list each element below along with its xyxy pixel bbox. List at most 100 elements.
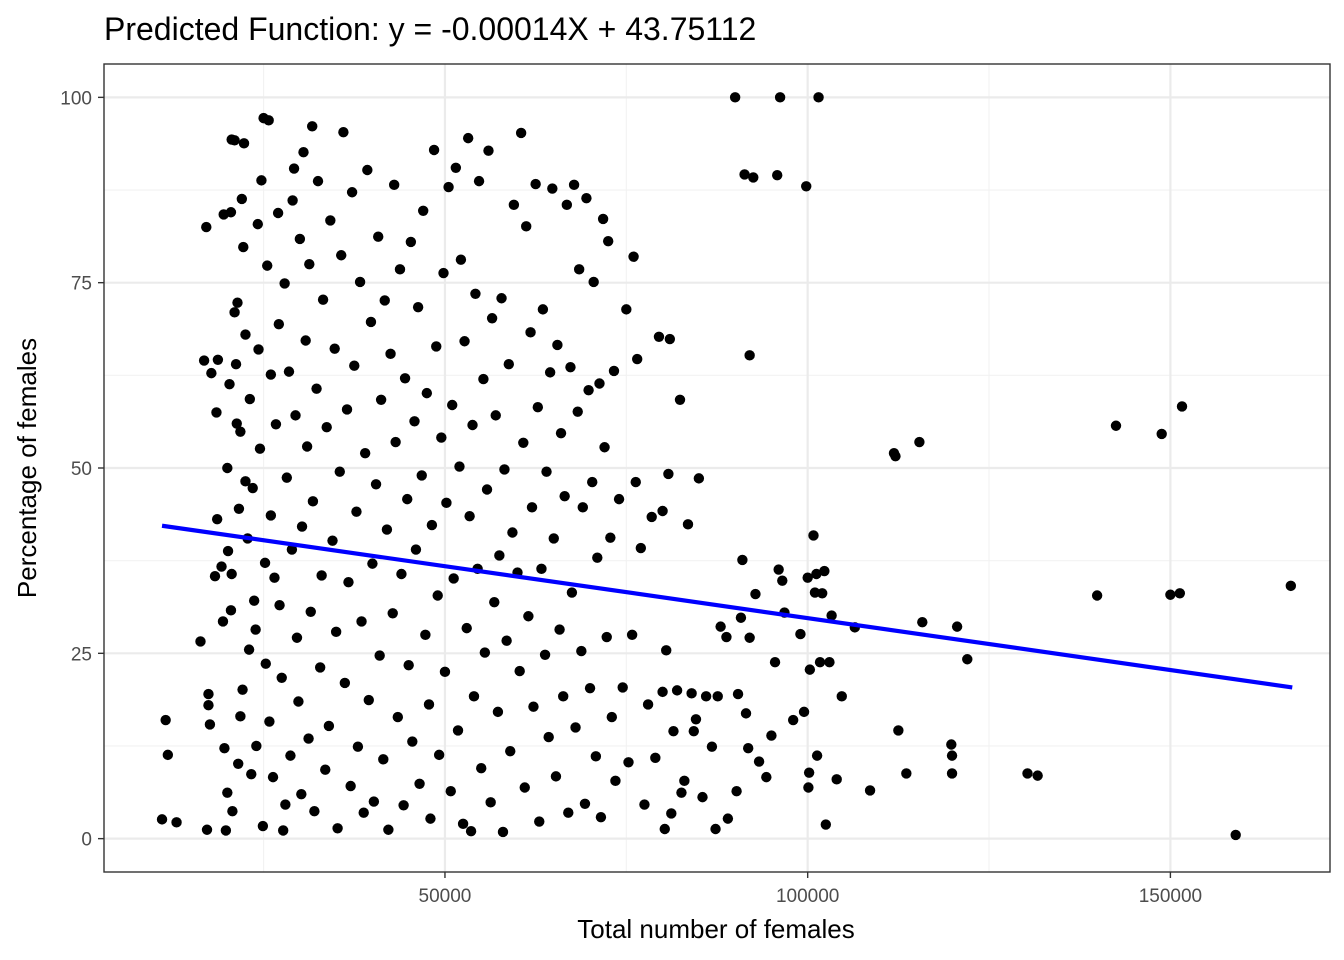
- data-point: [605, 532, 616, 543]
- data-point: [410, 544, 422, 555]
- data-point: [563, 807, 574, 818]
- data-point: [281, 472, 293, 483]
- data-point: [478, 373, 489, 385]
- data-point: [668, 725, 679, 737]
- data-point: [455, 254, 467, 265]
- data-point: [572, 406, 583, 417]
- data-point: [296, 521, 308, 532]
- data-point: [801, 181, 812, 192]
- data-point: [813, 92, 824, 103]
- data-point: [688, 725, 699, 737]
- data-point: [365, 316, 377, 328]
- data-point: [890, 450, 901, 462]
- data-point: [317, 294, 329, 305]
- data-point: [288, 163, 300, 174]
- data-point: [354, 276, 366, 288]
- data-point: [766, 730, 777, 741]
- data-point: [267, 771, 279, 783]
- data-point: [748, 172, 759, 183]
- data-point: [632, 353, 643, 365]
- data-point: [508, 199, 520, 211]
- data-point: [270, 419, 282, 430]
- x-tick-label: 50000: [419, 886, 472, 907]
- data-point: [438, 267, 449, 279]
- data-point: [374, 650, 385, 661]
- data-point: [587, 476, 598, 488]
- data-point: [307, 121, 318, 132]
- data-point: [443, 181, 454, 193]
- data-point: [706, 741, 718, 752]
- data-point: [388, 179, 400, 191]
- data-point: [773, 564, 784, 575]
- data-point: [1165, 589, 1176, 600]
- data-point: [383, 824, 394, 835]
- data-point: [583, 384, 594, 396]
- y-tick-label: 75: [71, 274, 92, 295]
- data-point: [473, 175, 485, 187]
- data-point: [639, 799, 650, 810]
- data-point: [238, 241, 249, 253]
- data-point: [232, 297, 243, 308]
- data-point: [257, 820, 269, 832]
- data-point: [426, 519, 438, 531]
- data-point: [417, 205, 429, 216]
- data-point: [248, 595, 260, 606]
- data-point: [592, 552, 603, 563]
- data-point: [323, 720, 335, 732]
- data-point: [222, 787, 233, 798]
- data-point: [769, 657, 781, 668]
- data-point: [220, 825, 232, 836]
- data-point: [368, 796, 380, 807]
- data-point: [403, 659, 414, 671]
- data-point: [808, 530, 819, 541]
- data-point: [325, 215, 336, 226]
- data-point: [750, 588, 761, 600]
- data-point: [1285, 580, 1297, 592]
- data-point: [742, 743, 754, 754]
- data-point: [584, 682, 596, 694]
- data-point: [156, 814, 168, 825]
- data-point: [287, 195, 298, 206]
- data-point: [729, 92, 741, 103]
- data-point: [682, 519, 694, 530]
- data-point: [565, 361, 576, 373]
- data-point: [399, 373, 411, 384]
- data-point: [671, 685, 683, 696]
- data-point: [336, 250, 347, 261]
- data-point: [316, 570, 327, 581]
- data-point: [901, 768, 912, 779]
- data-point: [394, 264, 406, 275]
- data-point: [514, 665, 525, 677]
- data-point: [263, 115, 274, 126]
- data-point: [777, 575, 788, 586]
- data-point: [494, 550, 505, 561]
- data-point: [914, 436, 925, 448]
- y-tick-label: 25: [71, 644, 92, 665]
- data-point: [290, 410, 301, 421]
- data-point: [457, 818, 469, 830]
- data-point: [710, 823, 721, 835]
- data-point: [530, 178, 541, 190]
- data-point: [1022, 768, 1033, 779]
- data-point: [497, 826, 509, 838]
- data-point: [802, 572, 813, 583]
- data-point: [739, 169, 750, 180]
- data-point: [204, 719, 216, 730]
- data-point: [543, 731, 554, 743]
- data-point: [269, 572, 280, 583]
- data-point: [831, 774, 842, 785]
- x-axis-title: Total number of females: [577, 914, 854, 944]
- data-point: [515, 127, 527, 139]
- data-point: [573, 264, 585, 275]
- data-point: [735, 612, 747, 623]
- data-point: [259, 557, 271, 569]
- x-tick-label: 100000: [776, 886, 839, 907]
- data-point: [526, 502, 538, 513]
- data-point: [820, 819, 832, 830]
- data-point: [537, 304, 549, 315]
- data-point: [740, 708, 752, 719]
- data-point: [661, 645, 672, 656]
- data-point: [416, 470, 427, 481]
- data-point: [250, 624, 261, 635]
